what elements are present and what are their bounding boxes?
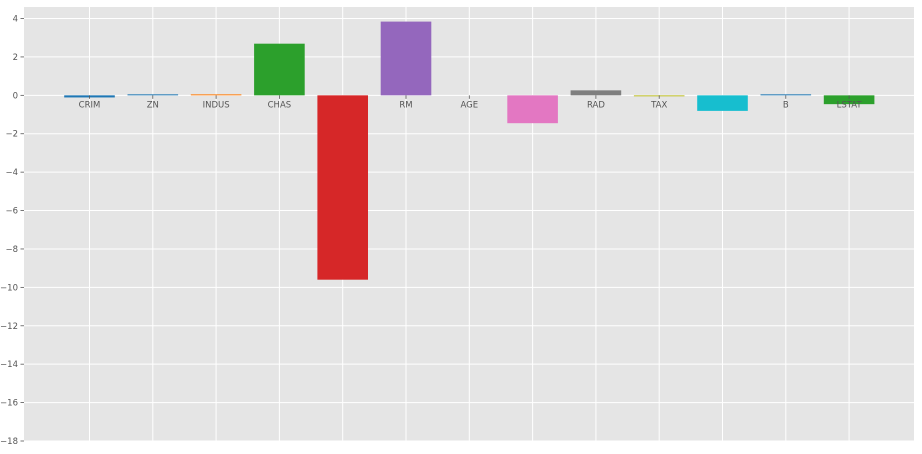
- y-tick-label: −12: [0, 322, 18, 332]
- y-tick-label: −2: [5, 130, 18, 140]
- y-tick-label: −18: [0, 437, 18, 447]
- x-axis-tick-labels: CRIM ZN INDUS CHAS RM AGE RAD TAX B LSTAT: [79, 95, 863, 110]
- bar-b: [760, 94, 812, 96]
- x-tick-label: CRIM: [79, 100, 101, 110]
- y-tick-label: 2: [13, 53, 18, 63]
- bar-nox: [317, 95, 368, 280]
- bar-lstat: [823, 95, 875, 105]
- x-tick-label: INDUS: [203, 100, 230, 110]
- x-tick-label: LSTAT: [837, 100, 863, 110]
- x-tick-label: RM: [399, 100, 412, 110]
- y-tick-label: −16: [0, 399, 18, 409]
- x-tick-label: B: [783, 100, 789, 110]
- x-tick-label: AGE: [460, 100, 478, 110]
- y-tick-label: −4: [5, 168, 18, 178]
- bar-chas: [254, 43, 305, 96]
- y-tick-label: −6: [5, 207, 18, 217]
- bar-indus: [190, 94, 242, 96]
- x-tick-label: ZN: [147, 100, 159, 110]
- y-tick-label: −14: [0, 360, 18, 370]
- bar-ptratio: [697, 95, 748, 111]
- y-axis-ticks: 4 2 0 −2 −4 −6 −8 −10 −12 −14 −16 −18: [0, 15, 24, 447]
- bar-zn: [127, 94, 179, 96]
- y-tick-label: −10: [0, 283, 18, 293]
- x-tick-label: CHAS: [268, 100, 292, 110]
- x-tick-label: RAD: [587, 100, 605, 110]
- x-tick-label: TAX: [650, 100, 667, 110]
- y-tick-label: 0: [13, 91, 18, 101]
- bars: [64, 21, 875, 280]
- bar-dis: [507, 95, 558, 124]
- y-tick-label: −8: [5, 245, 18, 255]
- bar-rm: [380, 21, 432, 96]
- bar-rad: [570, 90, 622, 96]
- y-tick-label: 4: [13, 15, 18, 25]
